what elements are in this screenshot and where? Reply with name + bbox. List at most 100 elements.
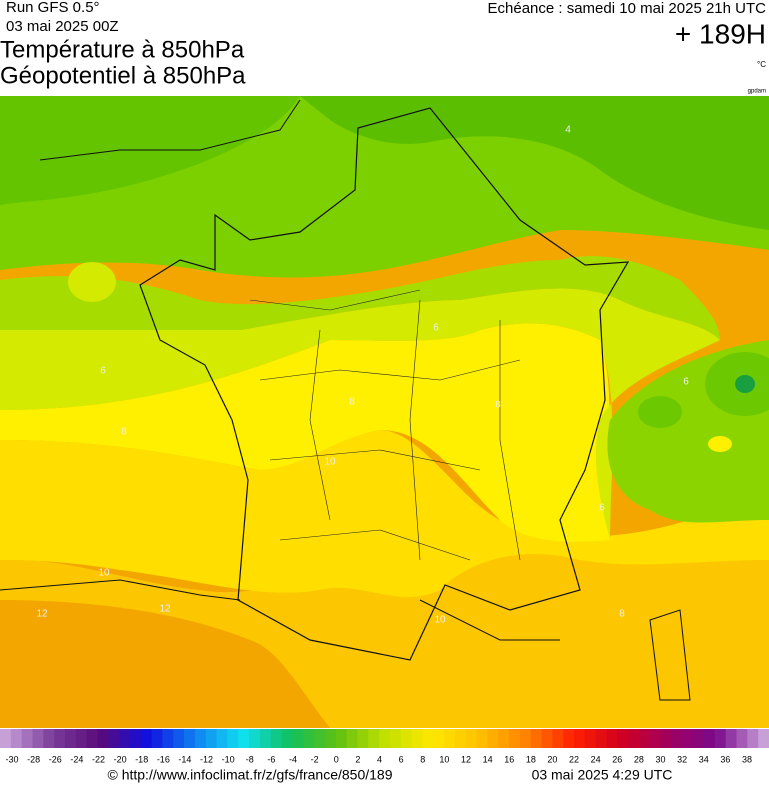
colorbar-label: 18: [526, 754, 536, 764]
contour-label: 10: [98, 568, 110, 579]
colorbar-cell: [151, 729, 163, 748]
forecast: Echéance : samedi 10 mai 2025 21h UTC: [488, 0, 767, 17]
contour-label: 12: [36, 609, 48, 620]
colorbar-cell: [324, 729, 337, 748]
colorbar-label: 16: [504, 754, 514, 764]
colorbar-cell: [32, 729, 44, 748]
colorbar-cell: [194, 729, 207, 748]
colorbar-label: -18: [135, 754, 148, 764]
colorbar-cell: [465, 729, 478, 748]
colorbar-label: -26: [49, 754, 62, 764]
contour-label: 12: [159, 604, 171, 615]
colorbar-cell: [0, 729, 12, 748]
colorbar-cell: [86, 729, 98, 748]
colorbar-label: 36: [720, 754, 730, 764]
colorbar-cell: [54, 729, 66, 748]
colorbar-label: 38: [742, 754, 752, 764]
colorbar-cell: [693, 729, 705, 748]
colorbar-cell: [140, 729, 153, 748]
colorbar-label: 24: [591, 754, 601, 764]
colorbar-label: -22: [92, 754, 105, 764]
colorbar-label: -30: [5, 754, 18, 764]
colorbar-label: 2: [355, 754, 360, 764]
colorbar-cell: [389, 729, 402, 748]
colorbar-cell: [476, 729, 488, 748]
colorbar-cell: [530, 729, 543, 748]
colorbar-cell: [606, 729, 618, 748]
colorbar-label: -12: [200, 754, 213, 764]
colorbar-label: -10: [222, 754, 235, 764]
colorbar-cell: [21, 729, 33, 748]
colorbar-cell: [281, 729, 293, 748]
map: 4 6 6 6 6 8 8 8 8 10 10 10 12 12: [0, 96, 769, 728]
colorbar-label: 28: [634, 754, 644, 764]
source: © http://www.infoclimat.fr/z/gfs/france/…: [108, 767, 393, 783]
colorbar-cell: [563, 729, 575, 748]
contour-label: 6: [599, 503, 605, 514]
colorbar-cell: [498, 729, 510, 748]
colorbar-cell: [758, 729, 769, 748]
colorbar-cell: [259, 729, 272, 748]
colorbar-label: -4: [289, 754, 297, 764]
colorbar-cell: [584, 729, 597, 748]
contour-label: 8: [349, 397, 355, 408]
colorbar-cell: [433, 729, 445, 748]
colorbar-label: -28: [27, 754, 40, 764]
colorbar-label: -8: [246, 754, 254, 764]
colorbar-label: 4: [377, 754, 382, 764]
colorbar-cell: [303, 729, 315, 748]
title-geopotential: Géopotentiel à 850hPa: [0, 62, 246, 89]
colorbar-cell: [173, 729, 185, 748]
colorbar-label: 6: [399, 754, 404, 764]
colorbar-label: -16: [157, 754, 170, 764]
unit: °C: [757, 60, 766, 69]
colorbar-cell: [617, 729, 629, 748]
colorbar-cell: [574, 729, 586, 748]
colorbar-label: 8: [420, 754, 425, 764]
colorbar-label: -2: [311, 754, 319, 764]
contour-label: 4: [565, 125, 571, 136]
colorbar-cell: [552, 729, 564, 748]
colorbar-cell: [216, 729, 228, 748]
colorbar-cell: [509, 729, 521, 748]
contour-label: 8: [121, 427, 127, 438]
colorbar-cell: [227, 729, 239, 748]
run: Run GFS 0.5°: [6, 0, 100, 16]
contour-label: 6: [100, 366, 106, 377]
colorbar-cell: [368, 729, 380, 748]
colorbar-cell: [75, 729, 88, 748]
colorbar-cell: [184, 729, 196, 748]
colorbar-cell: [747, 729, 759, 748]
colorbar-label: 22: [569, 754, 579, 764]
colorbar-cell: [454, 729, 467, 748]
colorbar-cell: [108, 729, 120, 748]
contour-label: 10: [324, 457, 336, 468]
colorbar-cell: [725, 729, 738, 748]
colorbar-cell: [129, 729, 142, 748]
contour-label: 8: [495, 400, 501, 411]
colorbar-cell: [411, 729, 423, 748]
contour-label: 6: [433, 323, 439, 334]
colorbar-cell: [97, 729, 109, 748]
colorbar-label: 12: [461, 754, 471, 764]
colorbar-cell: [444, 729, 456, 748]
colorbar-cell: [270, 729, 283, 748]
colorbar-label: 20: [547, 754, 557, 764]
colorbar-cell: [314, 729, 326, 748]
colorbar-cell: [249, 729, 261, 748]
colorbar-label: -20: [114, 754, 127, 764]
tag: gpdam: [748, 89, 766, 95]
colorbar-label: 14: [483, 754, 493, 764]
colorbar-cell: [628, 729, 640, 748]
colorbar-cell: [704, 729, 716, 748]
colorbar-label: 30: [656, 754, 666, 764]
colorbar: -30 -28 -26 -24 -22 -20 -18 -16 -14 -12 -10 -8 -6 -4-…: [0, 729, 769, 764]
colorbar-cell: [400, 729, 413, 748]
title-temperature: Température à 850hPa: [0, 36, 245, 63]
colorbar-cell: [357, 729, 369, 748]
colorbar-cell: [119, 729, 131, 748]
colorbar-cell: [649, 729, 662, 748]
colorbar-cell: [335, 729, 348, 748]
colorbar-cell: [487, 729, 499, 748]
